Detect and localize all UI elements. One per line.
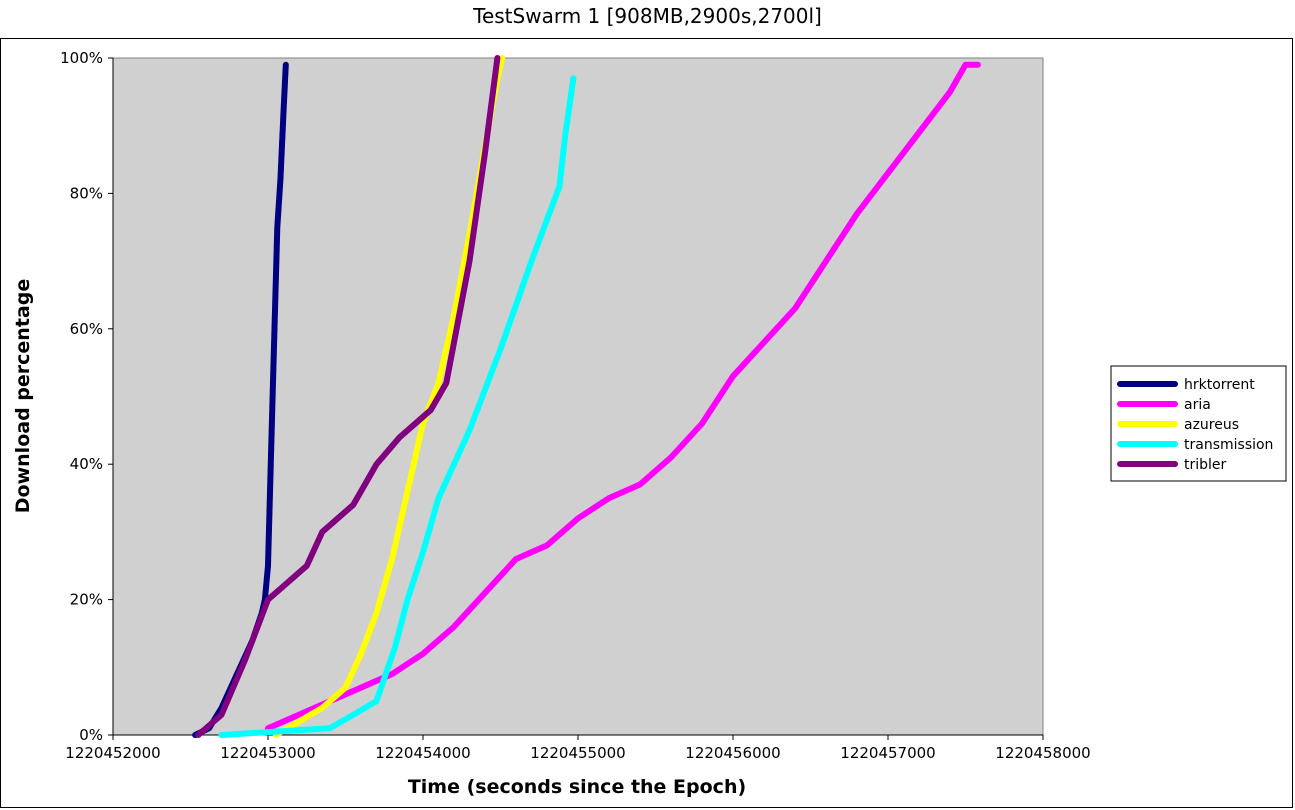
legend-label-transmission: transmission	[1184, 437, 1273, 453]
y-tick-label: 80%	[70, 184, 103, 202]
x-tick-label: 1220458000	[995, 744, 1090, 762]
series-line-tribler	[195, 55, 501, 738]
series-line-transmission	[218, 75, 577, 738]
x-tick-label: 1220457000	[840, 744, 935, 762]
chart-frame	[0, 38, 1293, 808]
legend-label-azureus: azureus	[1184, 417, 1239, 433]
series-line-aria	[265, 61, 981, 732]
x-tick-label: 1220456000	[685, 744, 780, 762]
x-tick-label: 1220452000	[65, 744, 160, 762]
chart-title: TestSwarm 1 [908MB,2900s,2700l]	[473, 4, 822, 28]
y-tick-label: 60%	[70, 320, 103, 338]
x-axis-title: Time (seconds since the Epoch)	[408, 776, 746, 798]
x-tick-label: 1220454000	[375, 744, 470, 762]
y-tick-label: 0%	[79, 726, 103, 744]
y-tick-label: 20%	[70, 591, 103, 609]
y-tick-label: 100%	[60, 49, 103, 67]
series-lines	[192, 55, 981, 738]
axes: 0% 20% 40% 60% 80% 100% 1220452000 1220453000 12…	[60, 49, 1091, 762]
y-tick-label: 40%	[70, 455, 103, 473]
x-tick-label: 1220453000	[220, 744, 315, 762]
legend: hrktorrent aria azureus transmission tribler	[1110, 365, 1287, 482]
legend-label-aria: aria	[1184, 397, 1211, 413]
legend-label-hrktorrent: hrktorrent	[1184, 377, 1255, 393]
y-axis-title: Download percentage	[12, 279, 34, 513]
legend-label-tribler: tribler	[1184, 457, 1227, 473]
x-tick-label: 1220455000	[530, 744, 625, 762]
